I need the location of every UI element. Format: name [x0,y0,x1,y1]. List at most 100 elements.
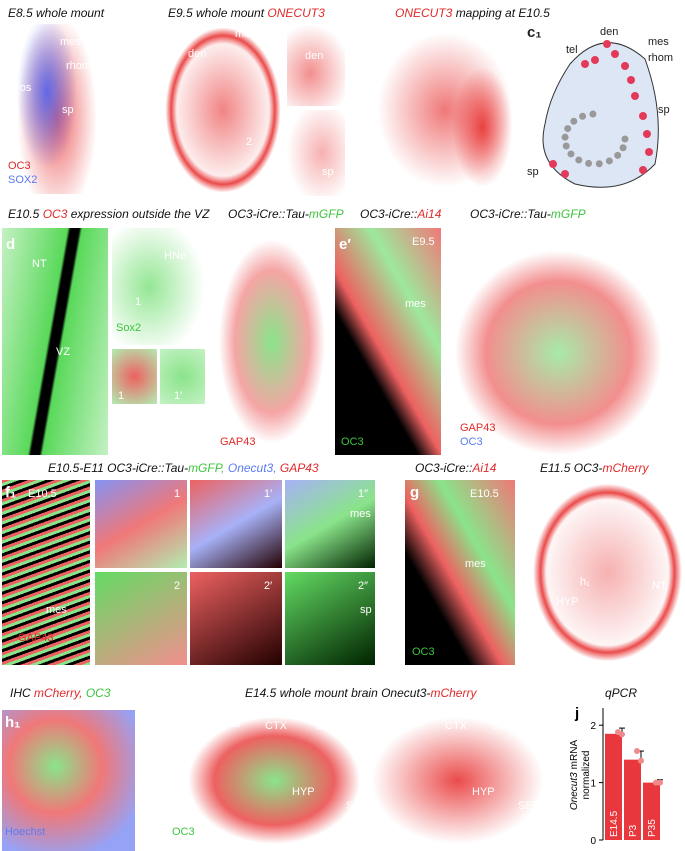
annotation: 1 [290,116,297,128]
annotation: rhom [66,60,92,72]
annotation: OC3 [8,160,31,172]
data-point [634,748,640,755]
panel-letter: c₁ [527,24,542,41]
panel-letter: f [459,236,464,253]
category-label: E14.5 [609,810,620,837]
micrograph [213,228,331,455]
annotation: SEP [518,800,541,812]
title-part: OC3-iCre::Tau- [470,207,551,221]
annotation: GAP43 [460,422,496,434]
micrograph [160,349,205,404]
annotation: OC3 [341,436,364,448]
annotation: pros [10,82,32,94]
panel-title: E11.5 OC3-mCherry [540,461,649,475]
annotation: NT [652,580,667,592]
annotation: OC3 [460,436,483,448]
panel-letter: b [168,28,178,45]
annotation: HB [378,718,394,730]
annotation: OC3 [172,826,195,838]
annotation: 2′ [264,580,273,592]
annotation: den [188,48,207,60]
data-point [638,757,644,764]
category-label: P3 [628,824,639,837]
micrograph [165,710,555,851]
micrograph [335,228,441,455]
annotation: LV [350,726,363,738]
annotation: Hoechst [5,826,46,838]
panel-title: E9.5 whole mount ONECUT3 [168,6,325,20]
annotation: sp [322,166,334,178]
title-part: Ai14 [417,207,442,221]
panel-letter: f₁ [5,484,17,501]
panel-letter: i [170,714,175,731]
panel-letter: c [376,28,385,45]
annotation: E9.5 [412,236,435,248]
annotation: E9.5 [296,236,319,248]
annotation: OC3 [412,646,435,658]
micrograph [405,480,515,665]
annotation: 2″ [358,580,369,592]
micrograph [95,572,187,665]
title-part: qPCR [605,686,638,700]
panel-title: ONECUT3 mapping at E10.5 [395,6,550,20]
annotation: 1 [135,296,142,308]
y-tick-label: 0 [590,836,596,847]
micrograph [285,572,375,665]
annotation: E10.5 [470,488,499,500]
panel-title: E8.5 whole mount [8,6,104,20]
title-part: mGFP [550,207,586,221]
annotation: mes [405,298,426,310]
micrograph [285,480,375,568]
annotation: sp [527,166,539,178]
title-part: OC3 [85,686,111,700]
micrograph [112,228,205,345]
title-part: E10.5-E11 OC3-iCre::Tau- [48,461,189,475]
annotation: VZ [56,346,71,358]
annotation: MB [408,718,425,730]
annotation: 1 [118,390,125,402]
micrograph [287,110,345,196]
title-part: GAP43 [279,461,319,475]
annotation: sp [360,604,372,616]
title-part: E14.5 whole mount brain Onecut3- [245,686,431,700]
title-part: IHC [10,686,31,700]
panel-letter: d [6,236,16,253]
title-part: E9.5 whole mount [168,6,265,20]
title-part: OC3 [42,207,68,221]
title-part: mCherry [430,686,477,700]
title-part: ONECUT3 [267,6,325,20]
annotation: 2 [174,580,181,592]
bar [624,759,641,840]
micrograph [2,710,135,851]
title-part: mCherry [602,461,649,475]
title-part: mapping at E10.5 [455,6,550,20]
annotation: HNe [164,250,187,262]
bar [605,733,622,840]
annotation: SEP [346,800,369,812]
panel-title: qPCR [605,686,637,700]
micrograph [163,24,283,196]
micrograph [455,228,685,455]
micrograph [2,228,108,455]
annotation: den [600,26,619,38]
y-label-part: normalized [581,751,592,800]
title-part: expression outside the VZ [70,207,210,221]
panel-letter: a [6,28,15,45]
y-tick-label: 1 [590,779,596,790]
micrograph [530,480,685,665]
annotation: mes [46,604,67,616]
annotation: HB [195,718,211,730]
panel-title: OC3-iCre::Tau-mGFP [228,207,344,221]
annotation: sp [62,104,74,116]
panel-title: E10.5 OC3 expression outside the VZ [8,207,209,221]
micrograph [95,480,187,568]
annotation: mes [235,28,256,40]
panel-letter: f₁ [478,260,490,277]
annotation: HYP [472,786,495,798]
bar [643,782,660,840]
title-part: Onecut3, [227,461,277,475]
annotation: 3V [492,720,506,732]
annotation: LV [525,726,538,738]
title-part: E8.5 whole mount [8,6,105,20]
y-tick-label: 2 [590,721,596,732]
